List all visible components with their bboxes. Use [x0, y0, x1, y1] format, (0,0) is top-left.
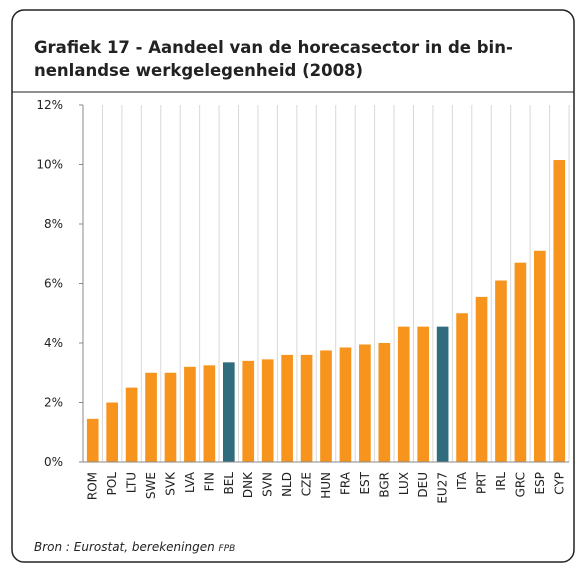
bar — [397, 326, 410, 462]
y-tick-label: 6% — [44, 277, 63, 291]
y-tick-label: 2% — [44, 396, 63, 410]
bar — [320, 350, 332, 462]
bar — [359, 344, 371, 462]
bar — [534, 250, 546, 462]
x-tick-label: CYP — [552, 472, 566, 495]
x-tick-label: SVN — [261, 472, 275, 497]
bar — [86, 418, 99, 462]
chart-title: Grafiek 17 - Aandeel van de horecasector… — [34, 38, 513, 57]
bar — [553, 160, 566, 462]
x-tick-label: DEU — [416, 472, 430, 498]
bar — [106, 402, 118, 462]
x-tick-label: ESP — [533, 472, 547, 494]
x-tick-label: NLD — [280, 472, 294, 497]
y-tick-label: 0% — [44, 455, 63, 469]
bar — [242, 360, 255, 462]
y-tick-label: 12% — [36, 98, 63, 112]
x-tick-label: ROM — [86, 472, 100, 500]
bar — [436, 326, 449, 462]
bar — [339, 347, 352, 462]
bar — [378, 343, 391, 462]
bar — [300, 354, 313, 462]
x-tick-label: EU27 — [436, 472, 450, 504]
y-tick-label: 10% — [36, 158, 63, 172]
x-tick-label: SVK — [163, 471, 177, 496]
source: Bron : Eurostat, berekeningen FPB — [34, 540, 235, 554]
x-tick-label: BEL — [222, 472, 236, 495]
x-tick-label: HUN — [319, 472, 333, 499]
x-tick-label: SWE — [144, 472, 158, 499]
x-tick-label: LVA — [183, 471, 197, 493]
x-tick-label: PRT — [475, 471, 489, 494]
bar — [203, 365, 216, 462]
bar — [417, 326, 430, 462]
bar — [125, 387, 138, 462]
chart-title-line2: nenlandse werkgelegenheid (2008) — [34, 61, 363, 80]
bar — [475, 296, 488, 462]
x-tick-label: ITA — [455, 471, 469, 490]
source-suffix: FPB — [219, 544, 236, 554]
source-text: Bron : Eurostat, berekeningen — [34, 540, 215, 554]
x-tick-label: IRL — [494, 472, 508, 491]
bar — [164, 372, 177, 462]
bar — [261, 359, 274, 462]
x-tick-label: GRC — [513, 472, 527, 497]
y-tick-label: 8% — [44, 217, 63, 231]
x-tick-label: FRA — [338, 471, 352, 495]
bar — [184, 366, 196, 462]
x-tick-label: POL — [105, 472, 119, 496]
bar — [281, 354, 293, 462]
x-tick-label: EST — [358, 471, 372, 494]
x-tick-label: FIN — [202, 472, 216, 491]
x-tick-label: DNK — [241, 471, 255, 498]
bar — [145, 372, 157, 462]
x-tick-label: LUX — [397, 472, 411, 495]
x-tick-label: BGR — [377, 472, 391, 498]
bar — [222, 362, 235, 462]
bar — [456, 313, 468, 462]
bar — [495, 280, 507, 462]
bar — [514, 262, 527, 462]
x-tick-label: LTU — [125, 472, 139, 493]
y-tick-label: 4% — [44, 336, 63, 350]
x-tick-label: CZE — [300, 472, 314, 496]
